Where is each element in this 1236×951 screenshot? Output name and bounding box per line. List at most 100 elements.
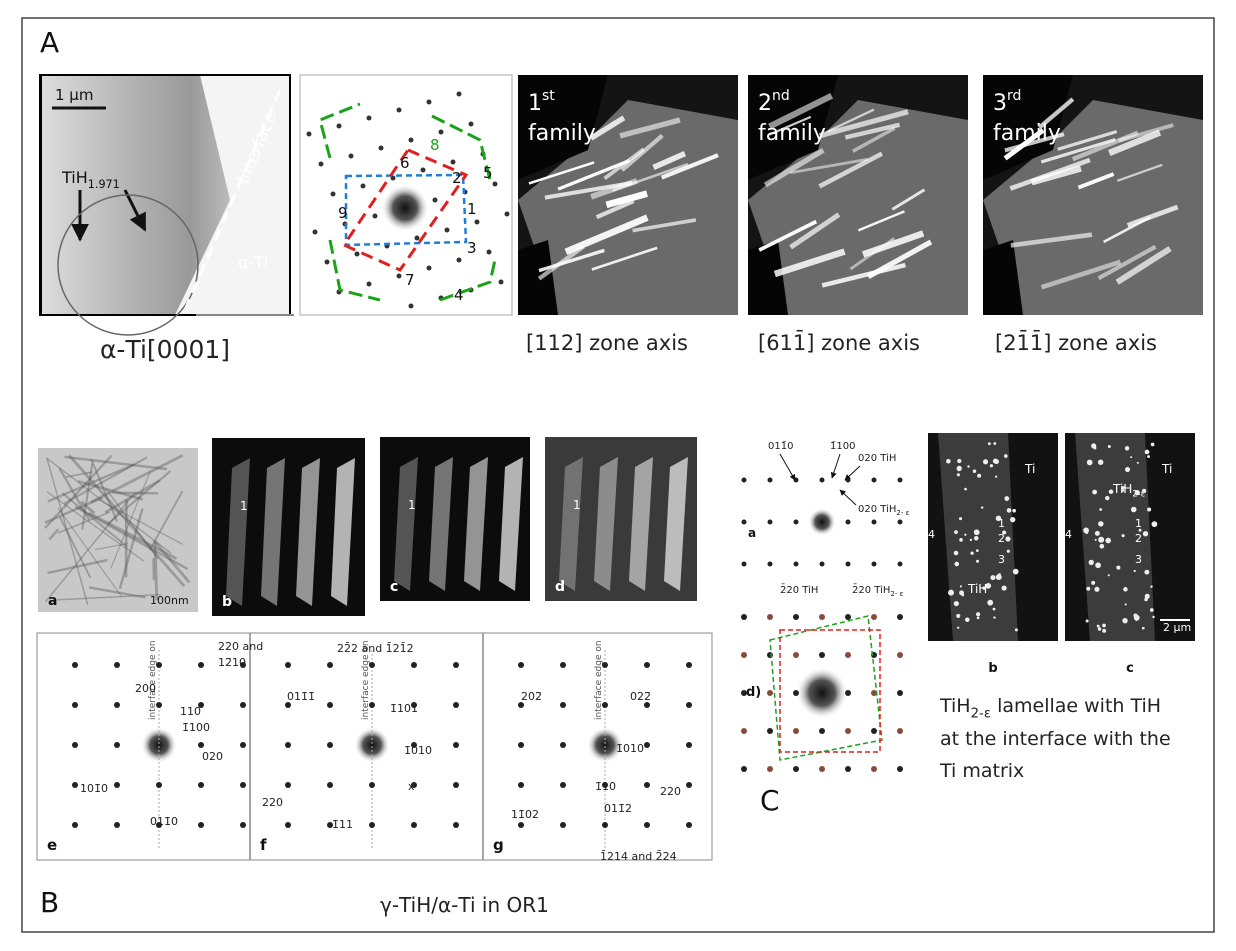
spot [493, 182, 498, 187]
spot [793, 690, 799, 696]
spot [1116, 566, 1120, 570]
spot [114, 782, 120, 788]
spot [820, 562, 825, 567]
label: 4 [1065, 528, 1072, 541]
spot [325, 260, 330, 265]
spot [998, 573, 1001, 576]
label: interface edge on [148, 640, 158, 720]
spot [285, 822, 291, 828]
spot [505, 212, 510, 217]
label: e [47, 836, 57, 854]
label: 202̄ [521, 690, 542, 703]
spot [369, 782, 375, 788]
spot [409, 304, 414, 309]
spot [560, 702, 566, 708]
spot [156, 702, 162, 708]
text-part: TiH [939, 695, 971, 717]
spot [993, 616, 995, 618]
spot [845, 766, 851, 772]
text-part: TiH [1112, 482, 1132, 496]
label: 1̄100 [182, 721, 210, 734]
spot [1108, 574, 1110, 576]
text-part: 020 TiH [858, 504, 896, 515]
spot [871, 766, 877, 772]
spot [240, 822, 246, 828]
spot [995, 475, 997, 477]
spot [475, 220, 480, 225]
spot [411, 662, 417, 668]
spot [819, 614, 825, 620]
spot [987, 600, 993, 606]
spot [976, 549, 979, 552]
spot [327, 662, 333, 668]
spot [72, 742, 78, 748]
spot [793, 614, 799, 620]
text-part: 1 [528, 91, 542, 116]
spot [156, 782, 162, 788]
spot [768, 562, 773, 567]
spot [1098, 537, 1104, 543]
spot [1151, 443, 1155, 447]
spot [983, 459, 988, 464]
label: C [760, 784, 780, 817]
spot [602, 662, 608, 668]
spot [114, 702, 120, 708]
label: 1̄010 [616, 742, 644, 755]
label: family [758, 121, 826, 146]
spot [742, 520, 747, 525]
spot [1150, 608, 1154, 612]
label: 220 and [218, 640, 263, 653]
spot [845, 728, 851, 734]
spot [240, 782, 246, 788]
spot [1152, 521, 1158, 527]
label: A [40, 26, 59, 59]
spot [1122, 534, 1125, 537]
label: family [993, 121, 1061, 146]
spot [198, 822, 204, 828]
spot [871, 614, 877, 620]
text-part: st [542, 88, 555, 104]
spot [367, 116, 372, 121]
label: 3 [467, 239, 477, 257]
spot [1007, 508, 1012, 513]
spot [397, 274, 402, 279]
spot [439, 130, 444, 135]
label: family [528, 121, 596, 146]
spot [313, 230, 318, 235]
spot [560, 822, 566, 828]
spot [369, 702, 375, 708]
spot [990, 464, 993, 467]
label: c [390, 579, 398, 595]
text-part: rd [1007, 88, 1021, 104]
spot [957, 468, 960, 471]
label: 2̄20 TiH [780, 583, 818, 596]
spot [72, 662, 78, 668]
spot [602, 822, 608, 828]
spot [994, 459, 999, 464]
spot [993, 608, 996, 611]
spot [1102, 629, 1106, 633]
spot [1145, 594, 1150, 599]
spot [114, 662, 120, 668]
text-part: nd [772, 88, 790, 104]
spot [1089, 560, 1094, 565]
spot [369, 822, 375, 828]
spot [965, 617, 970, 622]
label: 2 [1135, 532, 1142, 545]
spot [457, 92, 462, 97]
label: 220 [660, 785, 681, 798]
spot [499, 280, 504, 285]
spot [240, 702, 246, 708]
label: 1̄100 [830, 441, 855, 452]
spot [962, 594, 965, 597]
spot [742, 478, 747, 483]
label: g [493, 836, 504, 854]
spot [331, 192, 336, 197]
spot [767, 766, 773, 772]
label: 1 μm [55, 86, 93, 104]
spot [970, 551, 973, 554]
label: TiH [967, 582, 987, 596]
label: 12̄10 [218, 656, 246, 669]
spot [819, 652, 825, 658]
beam [796, 667, 848, 719]
